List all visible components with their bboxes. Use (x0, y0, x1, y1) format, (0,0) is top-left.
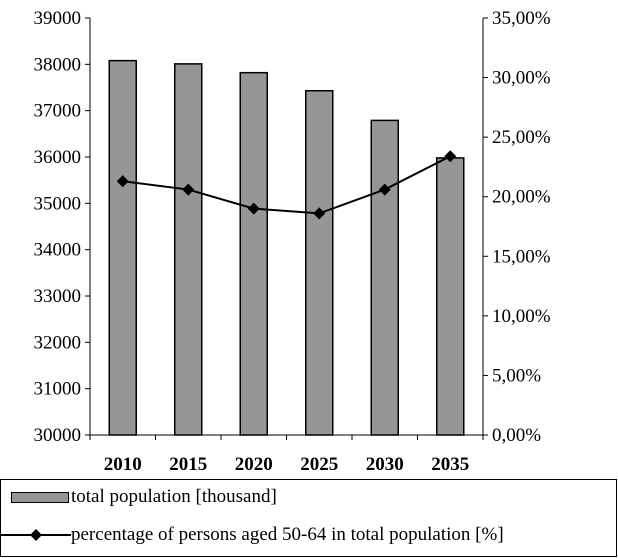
population-bar (305, 89, 334, 436)
percentage-marker (247, 202, 260, 215)
right-axis-tick-label: 5,00% (492, 365, 541, 386)
right-axis-tick-label: 10,00% (492, 306, 551, 327)
legend-item-population: total population [thousand] (1, 482, 277, 512)
percentage-line (122, 155, 451, 215)
left-axis-tick-label: 32000 (34, 332, 82, 353)
x-axis-category-label: 2015 (169, 454, 207, 475)
right-axis-tick-label: 20,00% (492, 187, 551, 208)
left-axis-tick-label: 35000 (34, 193, 82, 214)
bar-series (108, 59, 465, 436)
left-axis-tick-label: 38000 (34, 54, 82, 75)
percentage-marker (182, 183, 195, 196)
x-axis-category-label: 2020 (235, 454, 273, 475)
right-axis-tick-label: 15,00% (492, 246, 551, 267)
tick-labels: 30000 31000 32000 33000 34000 35000 36000 37000… (34, 8, 551, 475)
legend-label-percentage: percentage of persons aged 50-64 in tota… (71, 524, 504, 545)
left-axis-tick-label: 33000 (34, 286, 82, 307)
axes (85, 17, 488, 440)
right-axis-tick-label: 0,00% (492, 425, 541, 446)
x-axis-category-label: 2025 (300, 454, 338, 475)
chart: 30000 31000 32000 33000 34000 35000 36000 37000… (34, 8, 551, 475)
x-axis-category-label: 2030 (366, 454, 404, 475)
legend-bar-swatch (11, 491, 69, 503)
legend: total population [thousand] percentage o… (0, 479, 617, 557)
line-series (116, 150, 457, 220)
percentage-marker (313, 207, 326, 220)
left-axis-tick-label: 34000 (34, 240, 82, 261)
right-axis-tick-label: 35,00% (492, 8, 551, 29)
percentage-marker (116, 175, 129, 188)
left-axis-tick-label: 31000 (34, 379, 82, 400)
left-axis-tick-label: 30000 (34, 425, 82, 446)
population-bar (174, 63, 203, 436)
x-axis-category-label: 2035 (431, 454, 469, 475)
population-bar (370, 119, 399, 436)
right-axis-tick-label: 30,00% (492, 68, 551, 89)
x-axis-category-label: 2010 (104, 454, 142, 475)
percentage-marker (378, 183, 391, 196)
left-axis-tick-label: 36000 (34, 147, 82, 168)
legend-line-swatch (1, 529, 71, 541)
population-bar (239, 71, 268, 436)
population-bar (108, 59, 137, 436)
legend-item-percentage: percentage of persons aged 50-64 in tota… (1, 520, 504, 550)
legend-label-population: total population [thousand] (71, 486, 277, 507)
population-bar (436, 157, 465, 436)
right-axis-tick-label: 25,00% (492, 127, 551, 148)
left-axis-tick-label: 37000 (34, 101, 82, 122)
percentage-marker (444, 150, 457, 163)
left-axis-tick-label: 39000 (34, 8, 82, 29)
